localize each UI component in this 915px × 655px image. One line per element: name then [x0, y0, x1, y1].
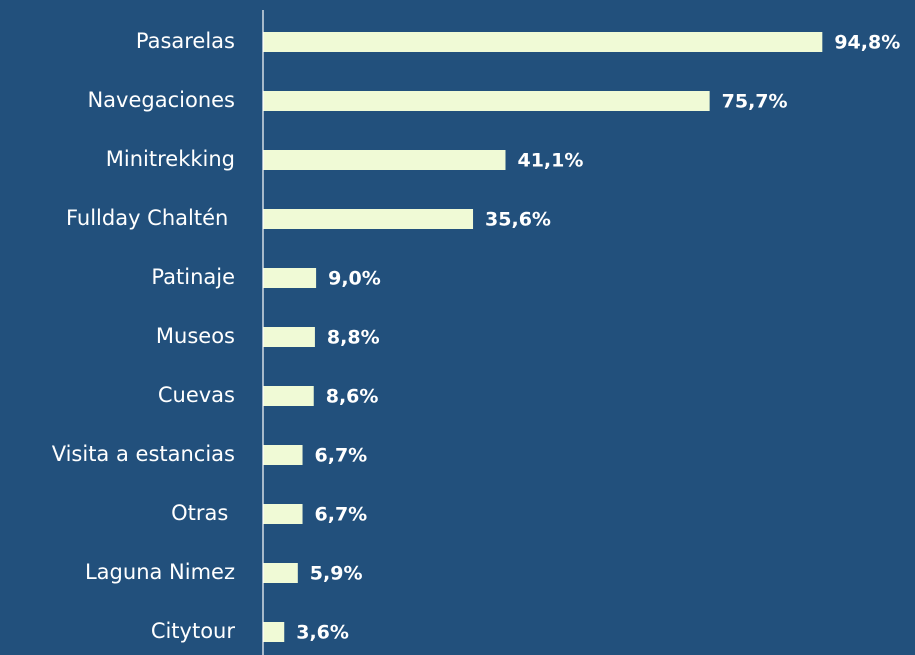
- value-label: 5,9%: [310, 563, 363, 585]
- value-label: 9,0%: [328, 268, 381, 290]
- bar: [263, 445, 303, 465]
- bar: [263, 386, 314, 406]
- bar: [263, 563, 298, 583]
- bar: [263, 32, 823, 52]
- bar: [263, 209, 474, 229]
- value-label: 6,7%: [315, 504, 368, 526]
- bar: [263, 504, 303, 524]
- value-label: 3,6%: [296, 622, 349, 644]
- value-label: 6,7%: [315, 445, 368, 467]
- category-label: Fullday Chaltén: [66, 206, 235, 230]
- bar: [263, 268, 317, 288]
- bar: [263, 327, 315, 347]
- value-label: 94,8%: [834, 32, 900, 54]
- value-label: 41,1%: [517, 150, 583, 172]
- category-label: Navegaciones: [87, 88, 235, 112]
- category-label: Cuevas: [158, 383, 235, 407]
- category-label: Museos: [156, 324, 235, 348]
- value-label: 8,8%: [327, 327, 380, 349]
- category-label: Patinaje: [151, 265, 235, 289]
- value-label: 35,6%: [485, 209, 551, 231]
- value-label: 75,7%: [722, 91, 788, 113]
- category-label: Pasarelas: [136, 29, 235, 53]
- bar: [263, 622, 285, 642]
- bar: [263, 91, 710, 111]
- bar: [263, 150, 506, 170]
- category-label: Citytour: [151, 619, 236, 643]
- value-label: 8,6%: [326, 386, 379, 408]
- category-label: Laguna Nimez: [85, 560, 235, 584]
- category-label: Minitrekking: [106, 147, 235, 171]
- category-label: Otras: [171, 501, 235, 525]
- category-label: Visita a estancias: [52, 442, 235, 466]
